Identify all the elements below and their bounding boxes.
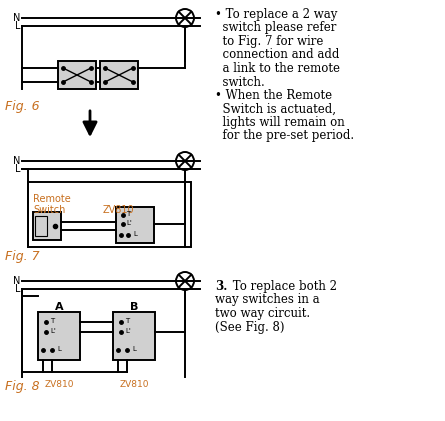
Bar [33,212,61,240]
Text: L': L' [126,220,132,226]
Text: 3.: 3. [215,280,227,293]
Text: T: T [126,211,130,217]
Text: N: N [12,156,20,166]
Text: To replace both 2: To replace both 2 [229,280,337,293]
Text: connection and add: connection and add [215,48,340,61]
Text: Remote: Remote [33,194,71,204]
Text: T: T [125,318,129,324]
Text: way switches in a: way switches in a [215,293,320,306]
Bar [28,182,191,247]
Text: Fig. 8: Fig. 8 [5,380,40,393]
Text: T: T [50,318,54,324]
Text: for the pre-set period.: for the pre-set period. [215,130,354,142]
Text: N: N [12,13,20,23]
Text: switch please refer: switch please refer [215,21,336,35]
Bar [58,61,96,89]
Text: A: A [55,302,63,312]
Text: N: N [12,276,20,286]
Text: (See Fig. 8): (See Fig. 8) [215,320,284,333]
Text: L': L' [125,328,131,334]
Bar [38,312,80,360]
Text: L': L' [50,328,56,334]
Text: L: L [133,231,137,237]
Bar [113,312,155,360]
Text: Switch: Switch [33,205,65,215]
Text: ZV810: ZV810 [103,205,135,215]
Text: B: B [130,302,138,312]
Text: Fig. 7: Fig. 7 [5,250,40,263]
Text: • To replace a 2 way: • To replace a 2 way [215,8,337,21]
Text: switch.: switch. [215,75,265,88]
Text: L: L [132,346,136,352]
Text: two way circuit.: two way circuit. [215,307,310,320]
Text: • When the Remote: • When the Remote [215,89,332,102]
Text: Switch is actuated,: Switch is actuated, [215,102,336,115]
Text: L: L [15,164,20,174]
Text: to Fig. 7 for wire: to Fig. 7 for wire [215,35,324,48]
Text: L: L [15,284,20,294]
Bar [100,61,138,89]
Bar [116,207,154,243]
Text: Fig. 6: Fig. 6 [5,100,40,113]
Text: L: L [57,346,61,352]
Text: L: L [15,21,20,31]
Bar [35,216,47,236]
Text: lights will remain on: lights will remain on [215,116,345,129]
Text: ZV810: ZV810 [44,380,74,389]
Text: ZV810: ZV810 [119,380,149,389]
Text: a link to the remote: a link to the remote [215,62,340,75]
